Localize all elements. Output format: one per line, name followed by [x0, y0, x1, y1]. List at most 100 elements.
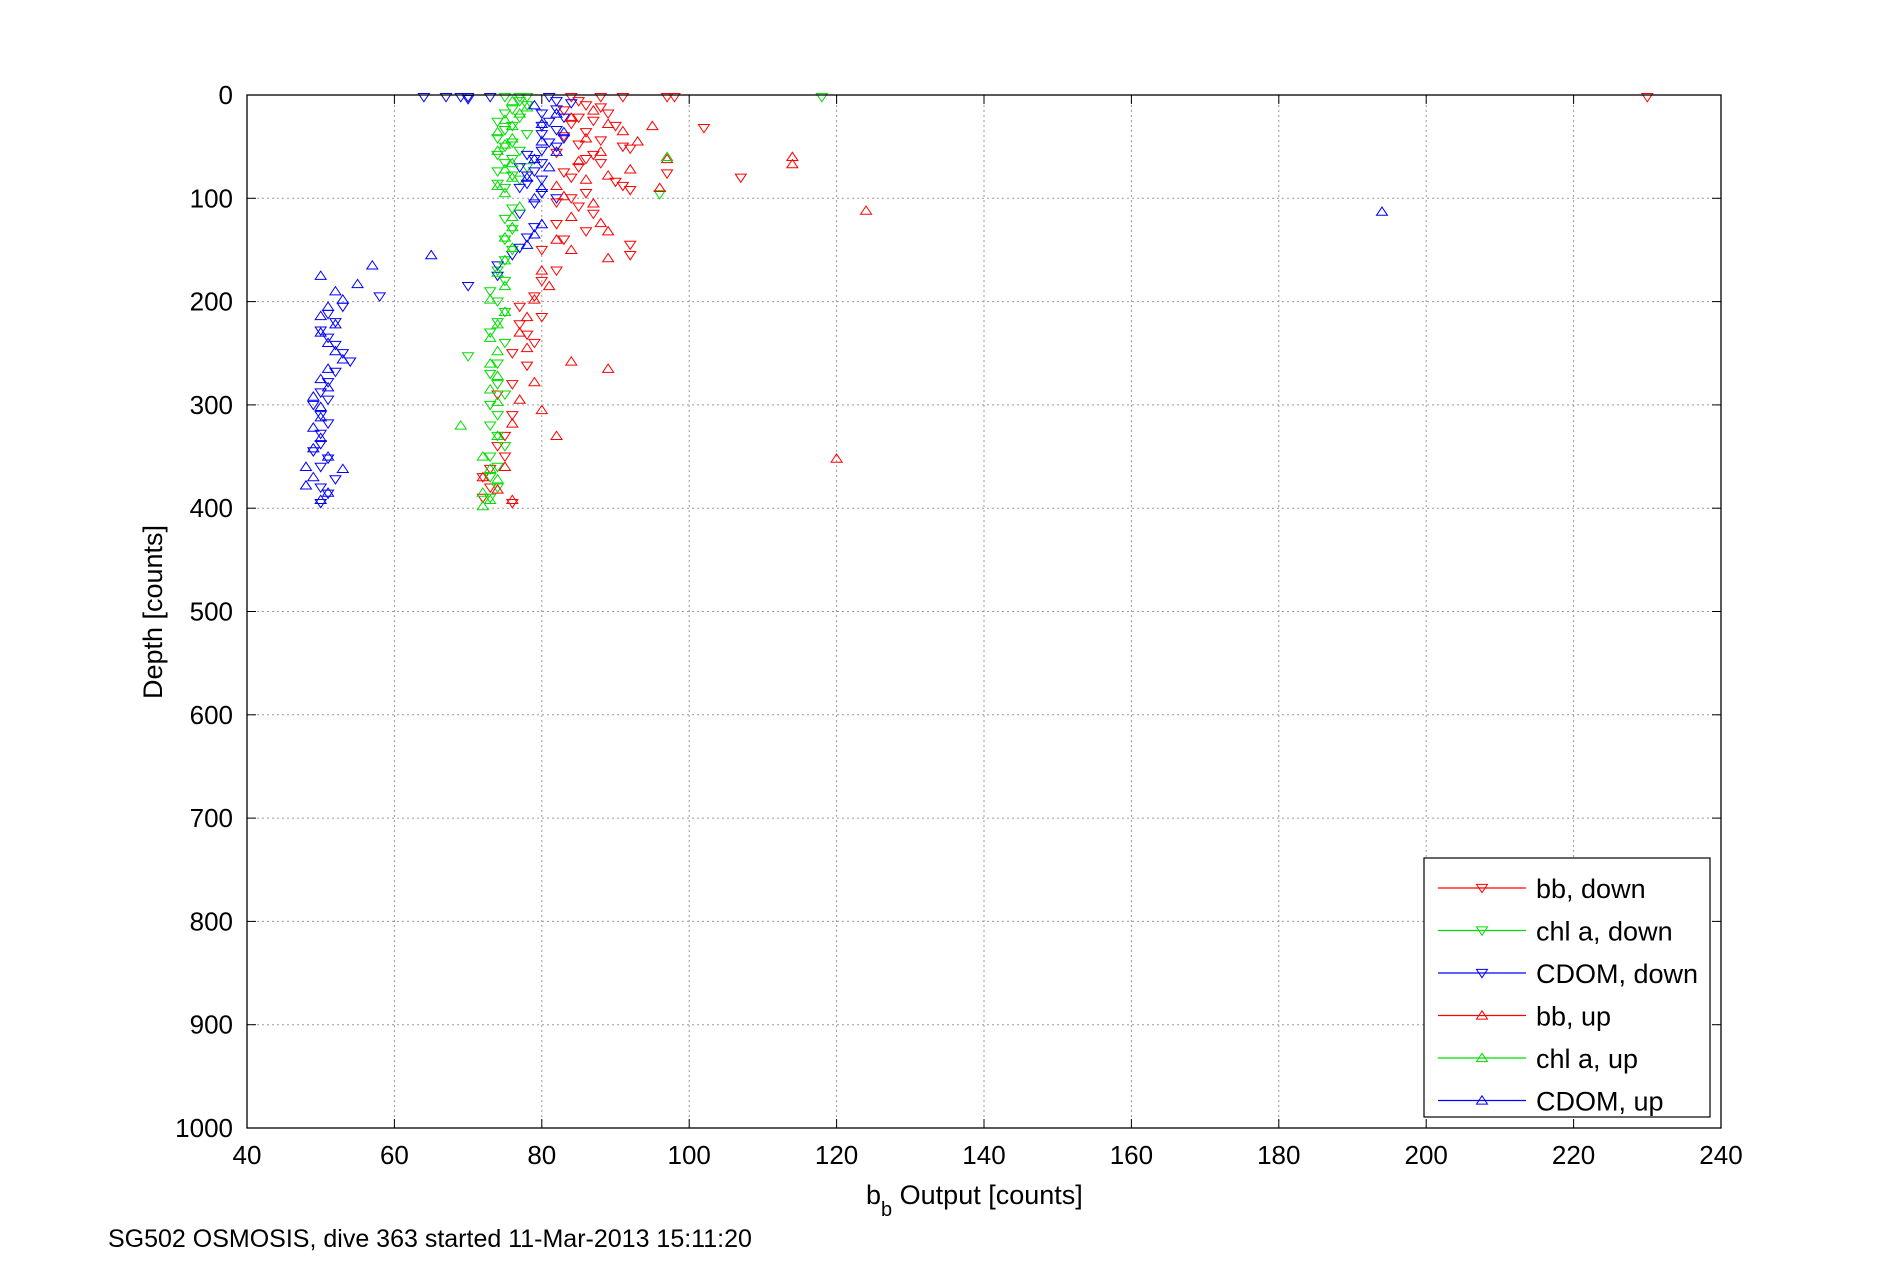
data-point — [572, 155, 586, 166]
data-point — [299, 479, 313, 490]
legend-marker — [1475, 1094, 1489, 1105]
data-point — [623, 240, 637, 251]
legend-label: chl a, up — [1536, 1044, 1638, 1074]
data-point — [491, 261, 505, 272]
data-point — [594, 217, 608, 228]
series-0 — [476, 92, 1654, 509]
data-point — [321, 333, 335, 344]
data-point — [527, 153, 541, 164]
data-point — [1375, 206, 1389, 216]
data-point — [321, 487, 335, 497]
data-point — [564, 99, 578, 109]
data-point — [314, 373, 328, 384]
data-point — [513, 113, 527, 124]
data-point — [329, 345, 342, 356]
data-point — [314, 411, 328, 422]
data-point — [498, 307, 512, 318]
data-point — [527, 228, 541, 239]
data-point — [520, 172, 534, 182]
data-point — [491, 484, 505, 494]
data-point — [483, 328, 497, 339]
y-tick-label: 600 — [190, 700, 233, 730]
data-point — [483, 293, 497, 304]
data-point — [572, 202, 586, 213]
data-point — [314, 440, 328, 450]
data-point — [579, 189, 593, 199]
data-point — [498, 306, 512, 317]
data-point — [498, 109, 512, 120]
data-point — [557, 113, 571, 124]
legend-marker — [1475, 968, 1489, 979]
data-point — [520, 130, 534, 140]
data-point — [498, 390, 512, 401]
data-point — [520, 171, 534, 182]
data-point — [579, 174, 593, 184]
data-point — [505, 225, 519, 235]
data-point — [491, 318, 505, 328]
data-point — [557, 168, 571, 179]
data-point — [513, 108, 527, 118]
data-point — [314, 432, 328, 443]
data-point — [660, 151, 674, 162]
data-point — [527, 293, 541, 304]
data-point — [483, 287, 497, 297]
data-point — [527, 338, 541, 349]
data-point — [373, 292, 387, 303]
data-point — [616, 92, 630, 103]
legend-marker — [1475, 926, 1489, 937]
data-point — [329, 475, 342, 485]
data-point — [505, 349, 519, 359]
data-point — [579, 227, 593, 237]
data-point — [314, 411, 328, 421]
data-point — [476, 493, 490, 504]
data-point — [557, 235, 571, 246]
data-point — [586, 209, 600, 220]
data-point — [314, 483, 328, 494]
data-point — [321, 363, 335, 373]
data-point — [550, 146, 563, 156]
y-tick-label: 800 — [190, 906, 233, 936]
data-point — [586, 104, 600, 115]
data-point — [572, 140, 586, 151]
data-point — [498, 139, 512, 149]
legend-label: bb, down — [1536, 874, 1646, 904]
data-point — [314, 326, 328, 337]
data-point — [483, 92, 497, 103]
legend-label: CDOM, up — [1536, 1087, 1664, 1117]
data-point — [586, 116, 600, 127]
data-point — [329, 318, 342, 328]
data-point — [557, 132, 571, 142]
data-point — [336, 353, 350, 364]
data-points — [299, 92, 1654, 511]
y-tick-label: 100 — [190, 183, 233, 213]
data-point — [483, 494, 497, 505]
data-point — [321, 450, 335, 461]
y-tick-label: 900 — [190, 1010, 233, 1040]
y-tick-label: 0 — [219, 80, 233, 110]
legend-marker — [1475, 1052, 1489, 1063]
legend-label: chl a, down — [1536, 917, 1673, 947]
data-point — [314, 429, 328, 440]
data-point — [483, 452, 497, 463]
data-point — [498, 276, 512, 287]
series-3 — [476, 104, 873, 505]
data-point — [734, 173, 748, 184]
data-point — [542, 280, 556, 291]
data-point — [491, 145, 505, 155]
data-point — [579, 132, 593, 143]
data-point — [329, 285, 342, 296]
data-point — [601, 363, 615, 373]
data-point — [498, 256, 512, 266]
data-point — [483, 464, 497, 475]
data-point — [815, 92, 829, 103]
data-point — [306, 400, 320, 411]
data-point — [491, 180, 505, 190]
y-tick-label: 1000 — [175, 1113, 233, 1143]
data-point — [336, 293, 350, 304]
data-point — [505, 211, 519, 221]
data-point — [483, 483, 497, 494]
data-point — [579, 101, 593, 111]
data-point — [314, 270, 328, 280]
data-point — [660, 92, 674, 103]
data-point — [660, 153, 674, 164]
